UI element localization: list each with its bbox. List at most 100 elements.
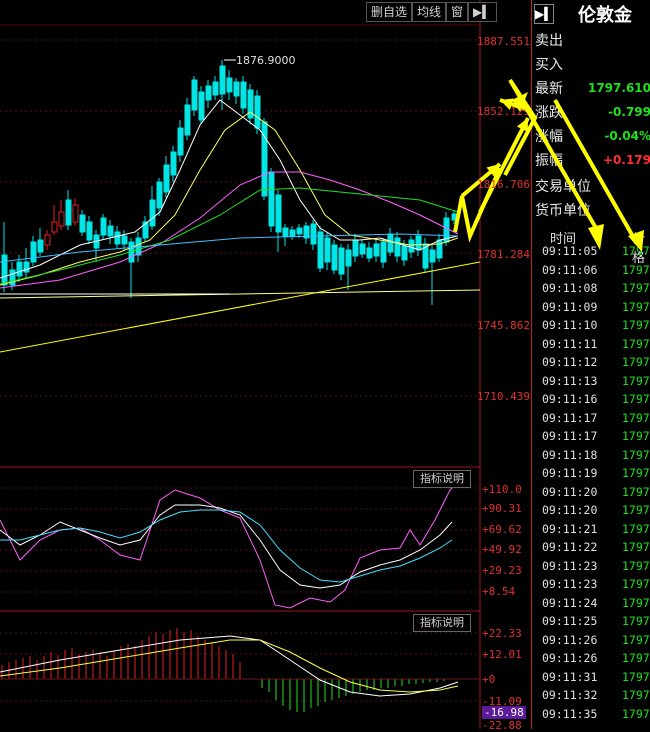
tick-row: 09:11:17 1797. <box>532 411 650 430</box>
ma30-line <box>0 187 459 285</box>
tick-price: 1797. <box>622 373 650 388</box>
bull-candle <box>58 211 65 227</box>
support-line <box>0 289 481 299</box>
bear-candle <box>275 194 282 233</box>
price-axis-label: 1816.706 <box>477 178 530 191</box>
bear-candle <box>268 171 275 227</box>
tick-price: 1797. <box>622 632 650 647</box>
tick-price: 1797. <box>622 299 650 314</box>
annotation-arrow-up-head <box>486 164 500 177</box>
price-axis-label: 1852.129 <box>477 105 530 118</box>
tick-row: 09:11:19 1797. <box>532 466 650 485</box>
tick-price: 1797. <box>622 262 650 277</box>
tick-time: 09:11:13 <box>542 373 598 388</box>
tick-row: 09:11:06 1797. <box>532 263 650 282</box>
kdj-indicator-help-button[interactable]: 指标说明 <box>413 470 471 488</box>
tick-time: 09:11:26 <box>542 651 598 665</box>
bear-candle <box>415 235 422 251</box>
bear-candle <box>114 231 121 245</box>
tick-time: 09:11:20 <box>542 503 598 517</box>
tick-price: 1797. <box>622 577 650 591</box>
bear-candle <box>191 79 198 111</box>
currency-unit-label: 货币单位 <box>535 203 591 219</box>
tick-price: 1797. <box>622 706 650 721</box>
tick-time: 09:11:23 <box>542 577 598 591</box>
kdj-k-line <box>0 504 453 589</box>
window-button[interactable]: 窗 <box>446 2 469 22</box>
tick-time: 09:11:35 <box>542 706 598 721</box>
trade-unit-label: 交易单位 <box>535 179 591 195</box>
tick-price: 1797. <box>622 595 650 610</box>
kdj-d-line <box>0 509 453 583</box>
bear-candle <box>37 239 44 253</box>
tick-time: 09:11:17 <box>542 429 598 443</box>
bear-candle <box>331 244 338 271</box>
chart-toolbar: 删自选 均线 窗 ▶▍ <box>366 2 497 22</box>
bear-candle <box>247 89 254 119</box>
tick-time: 09:11:26 <box>542 632 598 647</box>
macd-axis-label: +22.33 <box>482 627 522 640</box>
amplitude-row: 振幅 +0.179 <box>532 148 650 172</box>
tick-time: 09:11:32 <box>542 688 598 702</box>
tick-time: 09:11:21 <box>542 521 598 536</box>
pct-label: 涨幅 <box>535 129 563 145</box>
last-row: 最新 1797.610 <box>532 76 650 100</box>
tick-price: 1797. <box>622 447 650 462</box>
tick-price: 1797. <box>622 521 650 536</box>
bear-candle <box>324 237 331 263</box>
ma10-line <box>0 111 459 286</box>
chart-canvas[interactable] <box>0 0 530 729</box>
bear-candle <box>282 227 289 237</box>
tick-row: 09:11:26 1797. <box>532 633 650 652</box>
tick-row: 09:11:09 1797. <box>532 300 650 319</box>
bull-candle <box>44 234 51 246</box>
change-value: -0.799 <box>608 105 650 119</box>
bear-candle <box>65 199 72 226</box>
bear-candle <box>359 243 366 255</box>
currency-row: 货币单位 <box>532 198 650 222</box>
quote-panel: ▶▍ 伦敦金 卖出 买入 最新 1797.610 涨跌 -0.799 涨幅 -0… <box>531 0 650 729</box>
macd-axis-label: -22.88 <box>482 719 522 732</box>
bear-candle <box>408 239 415 253</box>
pin-icon[interactable]: ▶▍ <box>534 4 554 24</box>
macd-dif-line <box>0 635 459 697</box>
macd-indicator-help-button[interactable]: 指标说明 <box>413 614 471 632</box>
current-macd-value-badge: -16.98 <box>482 706 526 719</box>
delete-watchlist-button[interactable]: 删自选 <box>366 2 413 22</box>
tick-price: 1797. <box>622 281 650 295</box>
bear-candle <box>177 127 184 156</box>
pct-row: 涨幅 -0.04% <box>532 124 650 148</box>
candlestick-chart-area[interactable]: 删自选 均线 窗 ▶▍ 1887.551 1852.129 1816.706 1… <box>0 0 530 732</box>
bear-candle <box>338 247 345 275</box>
moving-average-button[interactable]: 均线 <box>412 2 447 22</box>
tick-row: 09:11:25 1797. <box>532 614 650 633</box>
bull-candle <box>72 204 79 223</box>
tick-price: 1797. <box>622 336 650 351</box>
tick-time: 09:11:17 <box>542 410 598 425</box>
tick-price: 1797. <box>622 688 650 702</box>
bear-candle <box>198 91 205 121</box>
tick-price: 1797. <box>622 669 650 684</box>
tick-price: 1797. <box>622 355 650 369</box>
ask-label: 卖出 <box>535 33 563 49</box>
tick-row: 09:11:05 1797. <box>532 244 650 263</box>
macd-dea-line <box>0 639 459 693</box>
tick-row: 09:11:08 1797. <box>532 281 650 300</box>
tick-list-header: 时间 价格 <box>532 226 650 266</box>
tick-row: 09:11:20 1797. <box>532 485 650 504</box>
tick-row: 09:11:22 1797. <box>532 540 650 559</box>
macd-axis-label: +12.01 <box>482 648 522 661</box>
bear-candle <box>352 239 359 257</box>
tick-time: 09:11:06 <box>542 262 598 277</box>
tick-price: 1797. <box>622 614 650 628</box>
tick-row: 09:11:16 1797. <box>532 392 650 411</box>
tick-row: 09:11:10 1797. <box>532 318 650 337</box>
pin-icon[interactable]: ▶▍ <box>468 2 497 22</box>
bull-candle <box>51 221 58 233</box>
bear-candle <box>121 235 128 245</box>
bear-candle <box>261 121 268 197</box>
tick-price: 1797. <box>622 484 650 499</box>
bear-candle <box>16 261 23 277</box>
tick-time: 09:11:23 <box>542 558 598 573</box>
tick-row: 09:11:31 1797. <box>532 670 650 689</box>
